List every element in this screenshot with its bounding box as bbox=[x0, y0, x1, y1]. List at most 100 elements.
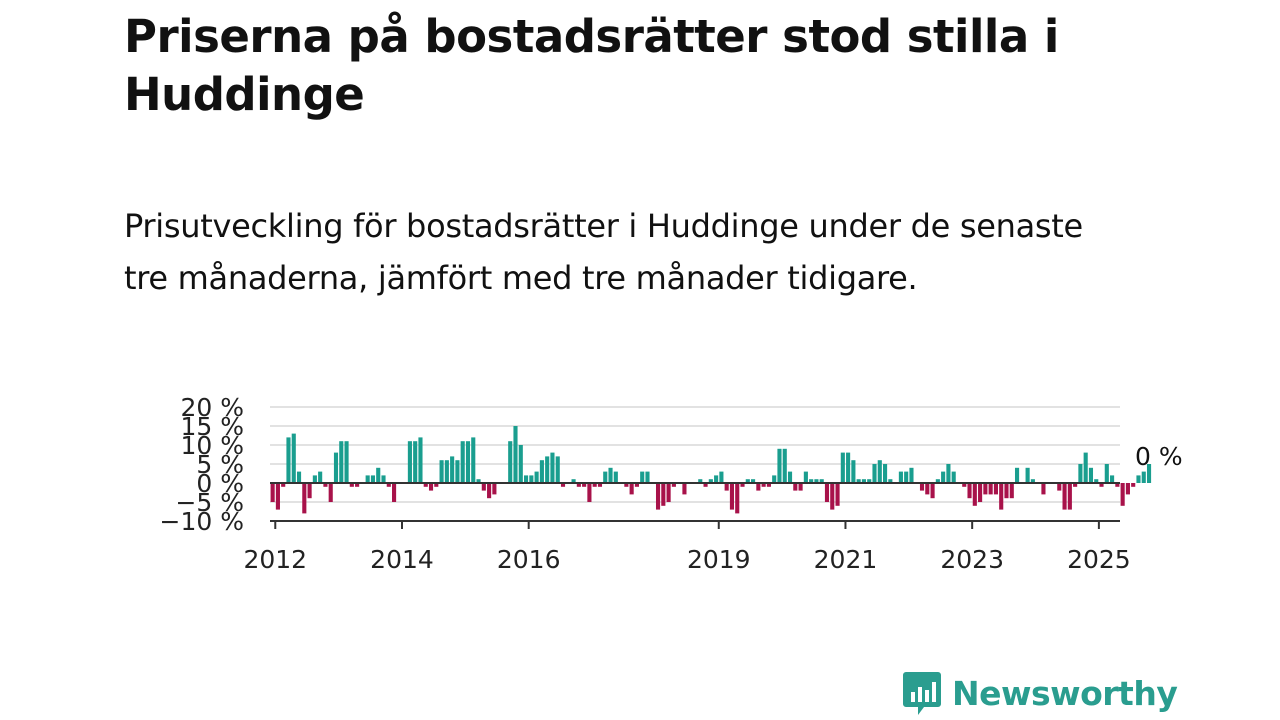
bar bbox=[751, 479, 756, 483]
bar bbox=[492, 483, 497, 495]
bar bbox=[719, 471, 724, 483]
bar bbox=[1104, 464, 1109, 483]
bar bbox=[550, 452, 555, 483]
bar bbox=[582, 483, 587, 487]
bar bbox=[286, 437, 291, 483]
x-tick-label: 2012 bbox=[243, 545, 307, 574]
bar bbox=[460, 441, 465, 483]
bar bbox=[523, 475, 529, 483]
bar bbox=[1009, 483, 1014, 499]
bar bbox=[1115, 483, 1120, 487]
bar bbox=[1041, 483, 1046, 495]
bar bbox=[333, 452, 339, 483]
bar bbox=[1094, 479, 1099, 483]
bar bbox=[724, 483, 729, 491]
newsworthy-logo-icon bbox=[903, 672, 941, 715]
bar bbox=[392, 483, 397, 502]
bar bbox=[296, 471, 302, 483]
bar bbox=[545, 456, 550, 483]
bar bbox=[883, 464, 888, 483]
bar bbox=[856, 479, 861, 483]
bar bbox=[376, 467, 381, 483]
bar bbox=[323, 483, 328, 487]
bar bbox=[613, 471, 618, 483]
bar bbox=[830, 483, 835, 510]
bar bbox=[1136, 475, 1141, 483]
bar bbox=[803, 471, 808, 483]
y-tick-label: 10 % bbox=[180, 431, 244, 460]
bar bbox=[930, 483, 935, 499]
bar bbox=[941, 471, 946, 483]
bar bbox=[339, 441, 344, 483]
bar bbox=[708, 479, 713, 483]
bar bbox=[508, 441, 513, 483]
bar bbox=[587, 483, 592, 502]
bar bbox=[434, 483, 439, 487]
bar bbox=[703, 483, 708, 487]
bar bbox=[624, 483, 629, 487]
bar bbox=[772, 475, 777, 483]
bar bbox=[560, 483, 566, 487]
bar bbox=[983, 483, 988, 495]
bar bbox=[1025, 467, 1030, 483]
bar bbox=[1099, 483, 1104, 487]
bar bbox=[1073, 483, 1078, 487]
bar bbox=[761, 483, 766, 487]
bar bbox=[1030, 479, 1035, 483]
bar bbox=[1067, 483, 1072, 510]
x-tick-label: 2025 bbox=[1067, 545, 1131, 574]
bar bbox=[745, 479, 750, 483]
bar bbox=[487, 483, 492, 499]
y-tick-label: 15 % bbox=[180, 412, 244, 441]
bar bbox=[1004, 483, 1009, 499]
bar bbox=[355, 483, 360, 487]
bar bbox=[640, 471, 645, 483]
x-tick-label: 2016 bbox=[497, 545, 561, 574]
bar bbox=[307, 483, 312, 499]
bar bbox=[661, 483, 666, 506]
bar bbox=[988, 483, 993, 495]
bar bbox=[967, 483, 972, 499]
bar bbox=[766, 483, 771, 487]
bar bbox=[365, 475, 370, 483]
bar bbox=[344, 441, 349, 483]
bar bbox=[835, 483, 840, 506]
bar bbox=[1014, 467, 1020, 483]
bar bbox=[972, 483, 977, 506]
bar bbox=[645, 471, 650, 483]
bar bbox=[1146, 464, 1152, 483]
bar bbox=[1088, 467, 1094, 483]
bar bbox=[539, 460, 544, 483]
bar bbox=[909, 467, 914, 483]
bar bbox=[1110, 475, 1115, 483]
bar-chart: 20 %15 %10 %5 %0 %−5 %−10 %2012 2014 2016 2… bbox=[160, 393, 1183, 574]
bar bbox=[904, 471, 909, 483]
bar bbox=[824, 483, 830, 502]
bar bbox=[993, 483, 998, 495]
bar bbox=[481, 483, 486, 491]
bar bbox=[962, 483, 967, 487]
bar bbox=[370, 475, 376, 483]
x-tick-label: 2014 bbox=[370, 545, 434, 574]
bar bbox=[418, 437, 423, 483]
bar bbox=[465, 441, 471, 483]
bar bbox=[919, 483, 925, 491]
bar bbox=[861, 479, 867, 483]
bar bbox=[476, 479, 481, 483]
bar bbox=[682, 483, 687, 495]
bar bbox=[714, 475, 719, 483]
bar bbox=[529, 475, 534, 483]
bar bbox=[814, 479, 819, 483]
bar bbox=[655, 483, 661, 510]
bar bbox=[740, 483, 745, 487]
bar bbox=[608, 467, 613, 483]
bar bbox=[809, 479, 814, 483]
bar bbox=[793, 483, 798, 491]
bar bbox=[729, 483, 735, 510]
bar bbox=[782, 448, 787, 483]
bar bbox=[513, 426, 518, 483]
x-tick-label: 2019 bbox=[687, 545, 751, 574]
newsworthy-logo: Newsworthy bbox=[902, 668, 1178, 718]
bar bbox=[1078, 464, 1083, 483]
bar bbox=[1083, 452, 1088, 483]
